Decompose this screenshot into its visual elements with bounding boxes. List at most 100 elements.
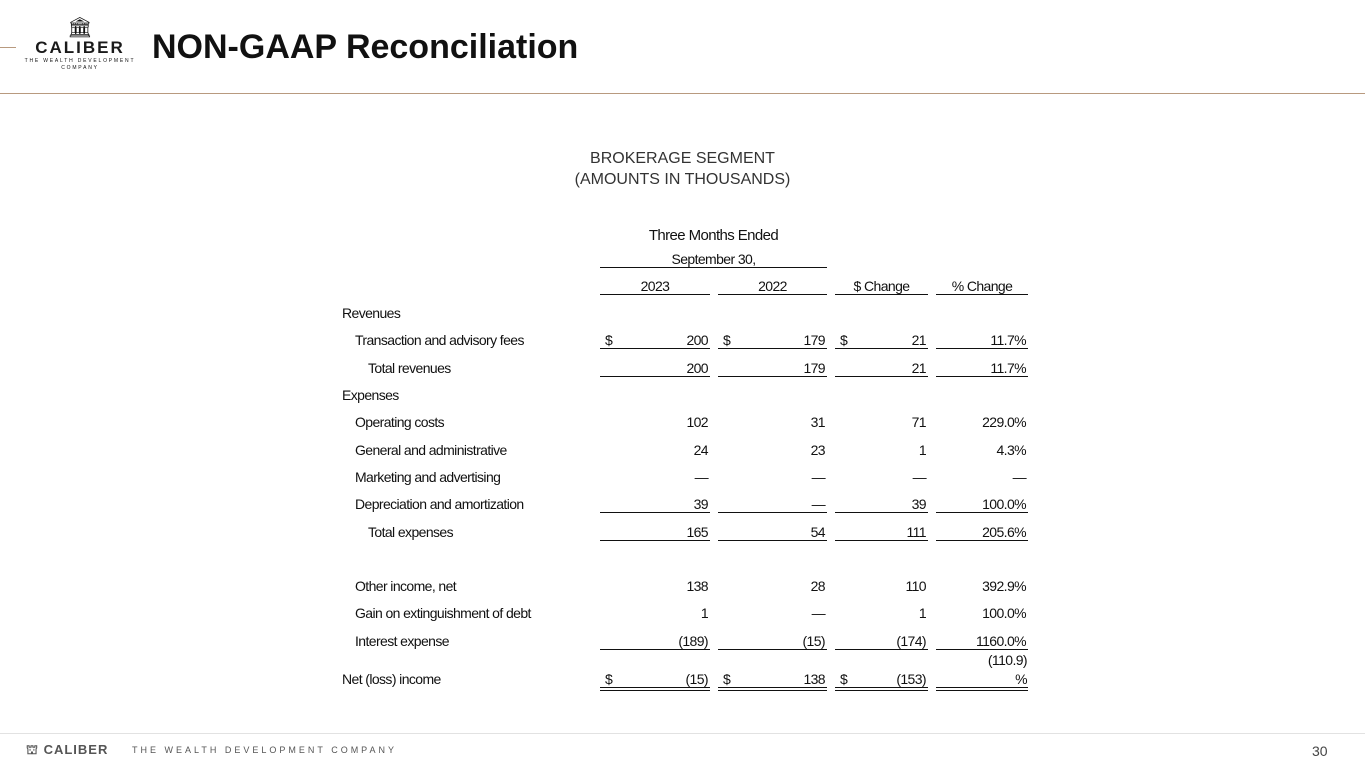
table-cell: 111: [906, 524, 927, 540]
header-divider: [0, 93, 1365, 94]
table-cell: 1160.0%: [975, 633, 1027, 649]
cell-underline: [600, 540, 710, 541]
cell-underline: [936, 649, 1028, 650]
table-cell: 21: [911, 360, 927, 376]
footer-divider: [0, 733, 1365, 734]
table-cell: (189): [678, 633, 708, 649]
table-cell: (110.9): [987, 652, 1028, 668]
cell-underline: [936, 540, 1028, 541]
cell-underline: [600, 376, 710, 377]
table-cell: 102: [686, 414, 708, 430]
footer-tagline: THE WEALTH DEVELOPMENT COMPANY: [132, 745, 398, 755]
row-label: Depreciation and amortization: [355, 496, 524, 512]
table-cell: 179: [803, 332, 825, 348]
table-cell: 205.6%: [982, 524, 1026, 540]
table-cell: 71: [911, 414, 927, 430]
page-title: NON-GAAP Reconciliation: [152, 28, 579, 66]
cell-underline: [718, 348, 827, 349]
row-label: Interest expense: [355, 633, 450, 649]
table-cell: 39: [693, 496, 709, 512]
table-cell: —: [912, 469, 927, 485]
table-cell: 1: [700, 605, 709, 621]
row-label: Expenses: [342, 387, 399, 403]
cell-underline: [718, 512, 827, 513]
column-header-underline: [600, 294, 710, 295]
currency-symbol: $: [723, 671, 731, 687]
page-number: 30: [1312, 743, 1328, 759]
cell-underline: [600, 348, 710, 349]
row-label: Transaction and advisory fees: [355, 332, 524, 348]
cell-underline: [936, 376, 1028, 377]
table-cell: 392.9%: [982, 578, 1026, 594]
column-header-underline: [936, 294, 1028, 295]
table-cell: —: [694, 469, 709, 485]
cell-double-underline: [936, 687, 1028, 691]
table-cell: 1: [918, 605, 927, 621]
currency-symbol: $: [840, 332, 848, 348]
period-date: September 30,: [671, 251, 756, 267]
row-label: Operating costs: [355, 414, 445, 430]
cell-underline: [718, 540, 827, 541]
column-header: 2022: [758, 278, 787, 294]
period-underline: [600, 267, 827, 268]
table-cell: 200: [686, 332, 708, 348]
table-cell: 100.0%: [982, 496, 1026, 512]
caliber-logo: 🏛 CALIBER THE WEALTH DEVELOPMENT COMPANY: [22, 18, 138, 72]
logo-name: CALIBER: [35, 38, 125, 57]
logo-tagline: THE WEALTH DEVELOPMENT: [24, 58, 136, 64]
percent-suffix: %: [1015, 671, 1027, 687]
cell-underline: [835, 540, 928, 541]
cell-underline: [835, 376, 928, 377]
currency-symbol: $: [840, 671, 848, 687]
building-icon: ⛫: [26, 742, 44, 757]
table-cell: 11.7%: [990, 360, 1026, 376]
cell-underline: [835, 512, 928, 513]
section-subtitle: (AMOUNTS IN THOUSANDS): [574, 171, 791, 188]
column-header: % Change: [951, 278, 1013, 294]
row-label: General and administrative: [355, 442, 507, 458]
table-cell: (15): [802, 633, 826, 649]
row-label: Gain on extinguishment of debt: [355, 605, 531, 621]
cell-underline: [835, 649, 928, 650]
cell-double-underline: [718, 687, 827, 691]
table-cell: —: [811, 496, 826, 512]
cell-underline: [835, 348, 928, 349]
cell-underline: [936, 348, 1028, 349]
cell-underline: [600, 649, 710, 650]
table-cell: 100.0%: [982, 605, 1026, 621]
currency-symbol: $: [605, 332, 613, 348]
row-label: Net (loss) income: [342, 671, 441, 687]
table-cell: (174): [896, 633, 926, 649]
table-cell: 179: [803, 360, 825, 376]
table-cell: 4.3%: [996, 442, 1026, 458]
column-header-underline: [718, 294, 827, 295]
table-cell: (153): [896, 671, 926, 687]
table-cell: 21: [911, 332, 927, 348]
table-cell: 31: [810, 414, 826, 430]
column-header: 2023: [640, 278, 670, 294]
table-cell: 54: [810, 524, 826, 540]
cell-underline: [600, 512, 710, 513]
footer-logo: ⛫ CALIBER: [26, 742, 108, 760]
row-label: Total revenues: [368, 360, 451, 376]
cell-double-underline: [835, 687, 928, 691]
column-header: $ Change: [853, 278, 911, 294]
table-cell: 138: [686, 578, 708, 594]
column-header-underline: [835, 294, 928, 295]
table-cell: 138: [803, 671, 825, 687]
row-label: Marketing and advertising: [355, 469, 501, 485]
table-cell: —: [811, 605, 826, 621]
cell-underline: [718, 649, 827, 650]
cell-double-underline: [600, 687, 710, 691]
table-cell: (15): [685, 671, 709, 687]
table-cell: 39: [911, 496, 927, 512]
table-cell: —: [811, 469, 826, 485]
currency-symbol: $: [723, 332, 731, 348]
table-cell: 11.7%: [990, 332, 1026, 348]
period-header: Three Months Ended: [648, 227, 779, 244]
table-cell: 28: [810, 578, 826, 594]
table-cell: 23: [810, 442, 826, 458]
table-cell: 229.0%: [982, 414, 1026, 430]
table-cell: 110: [905, 578, 926, 594]
accent-line: [0, 47, 16, 48]
